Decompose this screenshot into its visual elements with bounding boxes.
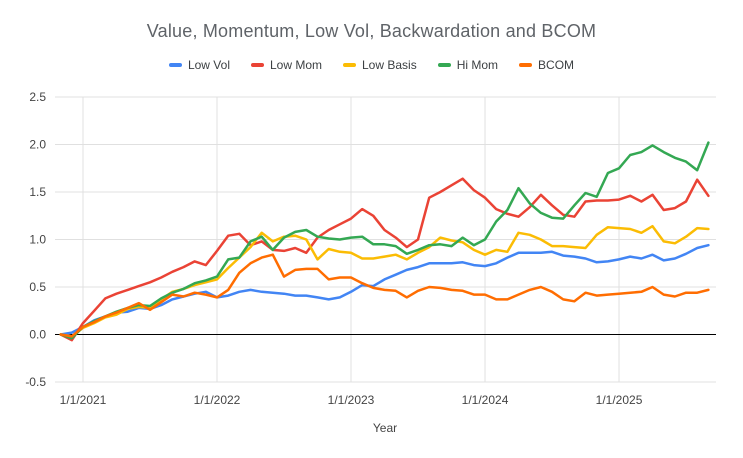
gridlines: [55, 96, 716, 383]
legend-item-bcom: BCOM: [519, 58, 574, 72]
series-line-low-basis: [59, 224, 710, 338]
legend: Low Vol Low Mom Low Basis Hi Mom BCOM: [0, 58, 743, 72]
y-tick-label: -0.5: [25, 375, 46, 389]
x-tick-label: 1/1/2025: [596, 393, 643, 407]
chart-title: Value, Momentum, Low Vol, Backwardation …: [146, 21, 597, 41]
x-tick-label: 1/1/2023: [328, 393, 375, 407]
x-tick-label: 1/1/2022: [194, 393, 241, 407]
legend-label: Low Mom: [269, 58, 322, 72]
legend-swatch-low-vol: [168, 63, 182, 67]
legend-label: BCOM: [538, 58, 575, 72]
axis-ticks: 2.5 2.0 1.5 1.0 0.5 0.0 -0.5 1/1/2021 1/1/2022 1/…: [25, 90, 716, 407]
x-tick-label: 1/1/2021: [60, 393, 107, 407]
legend-swatch-low-basis: [343, 63, 356, 67]
legend-swatch-bcom: [519, 63, 533, 67]
y-tick-label: 2.5: [29, 90, 46, 104]
legend-item-low-vol: Low Vol: [168, 58, 230, 72]
y-tick-label: 1.5: [29, 185, 46, 199]
y-tick-label: 1.0: [29, 233, 46, 247]
x-tick-label: 1/1/2024: [462, 393, 509, 407]
legend-item-low-mom: Low Mom: [250, 58, 322, 72]
legend-item-low-basis: Low Basis: [343, 58, 417, 72]
series-lines: [59, 141, 710, 342]
x-axis-title: Year: [373, 421, 397, 435]
legend-swatch-low-mom: [250, 63, 264, 67]
y-tick-label: 0.5: [29, 280, 46, 294]
legend-label: Low Basis: [362, 58, 417, 72]
legend-label: Hi Mom: [456, 58, 499, 72]
series-line-bcom: [59, 253, 710, 338]
y-tick-label: 0.0: [29, 328, 46, 342]
series-line-low-vol: [59, 243, 710, 336]
y-tick-label: 2.0: [29, 138, 46, 152]
series-line-hi-mom: [59, 141, 710, 340]
legend-label: Low Vol: [187, 58, 230, 72]
legend-swatch-hi-mom: [437, 63, 451, 67]
legend-item-hi-mom: Hi Mom: [437, 58, 499, 72]
series-line-low-mom: [59, 177, 710, 342]
